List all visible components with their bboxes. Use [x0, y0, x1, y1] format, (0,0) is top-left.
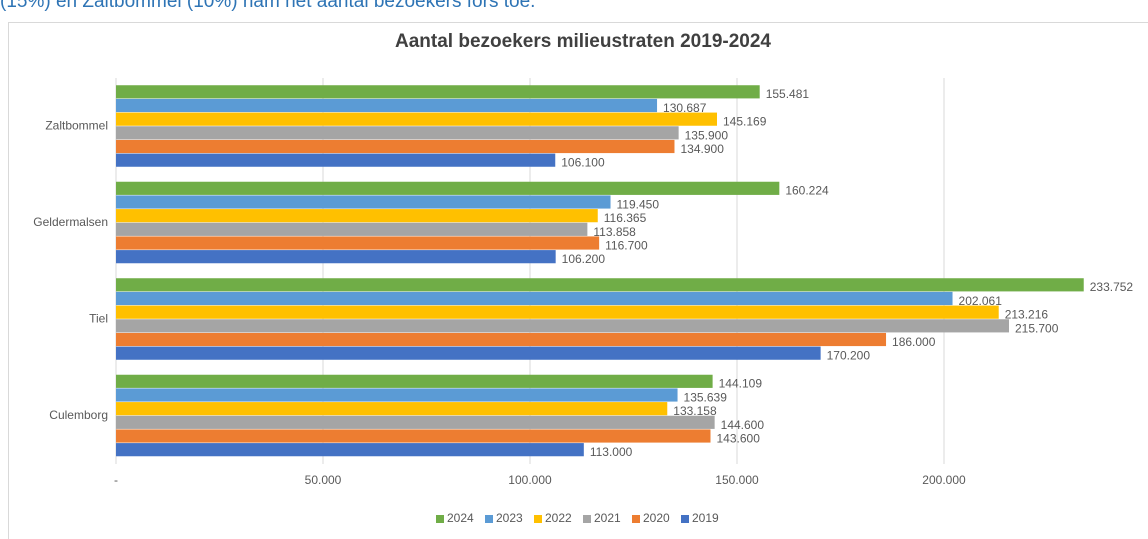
bar [116, 250, 556, 264]
bar [116, 388, 678, 402]
data-label: 130.687 [663, 101, 707, 115]
bar [116, 319, 1009, 333]
data-label: 134.900 [680, 142, 724, 156]
data-label: 106.200 [562, 252, 606, 266]
bar [116, 415, 715, 429]
data-label: 215.700 [1015, 321, 1059, 335]
data-label: 113.858 [593, 225, 636, 239]
data-label: 116.365 [604, 211, 647, 225]
bar [116, 85, 760, 99]
bar [116, 195, 611, 209]
data-label: 113.000 [590, 445, 633, 459]
bar [116, 222, 588, 236]
data-label: 202.061 [959, 294, 1003, 308]
x-tick-label: 50.000 [305, 473, 342, 487]
bar [116, 98, 658, 113]
x-tick-label: 100.000 [508, 473, 552, 487]
data-label: 106.100 [561, 156, 605, 170]
data-label: 135.900 [685, 128, 729, 142]
data-label: 144.600 [721, 418, 765, 432]
legend-swatch [681, 515, 689, 523]
bar [116, 112, 717, 126]
bar [116, 181, 780, 195]
y-tick-label: Zaltbommel [45, 118, 108, 132]
y-tick-label: Tiel [89, 311, 108, 325]
data-label: 145.169 [723, 115, 767, 129]
bar [116, 305, 999, 319]
data-label: 116.700 [605, 238, 648, 252]
data-label: 213.216 [1005, 308, 1049, 322]
y-tick-label: Geldermalsen [33, 215, 108, 229]
bar [116, 402, 668, 416]
data-label: 160.224 [785, 184, 829, 198]
data-label: 133.158 [673, 404, 717, 418]
legend-swatch [436, 515, 444, 523]
legend-label: 2019 [692, 511, 719, 525]
bar [116, 153, 556, 167]
legend-swatch [583, 515, 591, 523]
bar [116, 126, 679, 140]
y-tick-label: Culemborg [49, 408, 108, 422]
x-tick-label: 150.000 [715, 473, 759, 487]
bar [116, 236, 600, 250]
bar [116, 139, 675, 154]
bar [116, 429, 711, 443]
bar [116, 209, 598, 223]
bar [116, 291, 953, 306]
legend-swatch [485, 515, 493, 523]
legend-label: 2024 [447, 511, 474, 525]
data-label: 155.481 [766, 87, 810, 101]
bar [116, 443, 584, 457]
data-label: 144.109 [719, 377, 763, 391]
x-tick-label: - [114, 473, 118, 487]
legend-label: 2020 [643, 511, 670, 525]
bar [116, 346, 821, 360]
data-label: 119.450 [617, 197, 660, 211]
legend-label: 2021 [594, 511, 621, 525]
legend-swatch [632, 515, 640, 523]
data-label: 170.200 [827, 349, 871, 363]
bar [116, 374, 713, 388]
chart-title: Aantal bezoekers milieustraten 2019-2024 [395, 31, 771, 52]
legend-label: 2022 [545, 511, 572, 525]
chart-frame [8, 22, 1148, 539]
intro-text: (15%) en Zaltbommel (10%) nam het aantal… [0, 0, 536, 12]
legend-label: 2023 [496, 511, 523, 525]
legend-swatch [534, 515, 542, 523]
bar [116, 278, 1084, 292]
x-tick-label: 200.000 [922, 473, 966, 487]
data-label: 233.752 [1090, 280, 1134, 294]
data-label: 143.600 [717, 431, 761, 445]
bar [116, 332, 887, 347]
data-label: 135.639 [684, 390, 728, 404]
data-label: 186.000 [892, 335, 936, 349]
